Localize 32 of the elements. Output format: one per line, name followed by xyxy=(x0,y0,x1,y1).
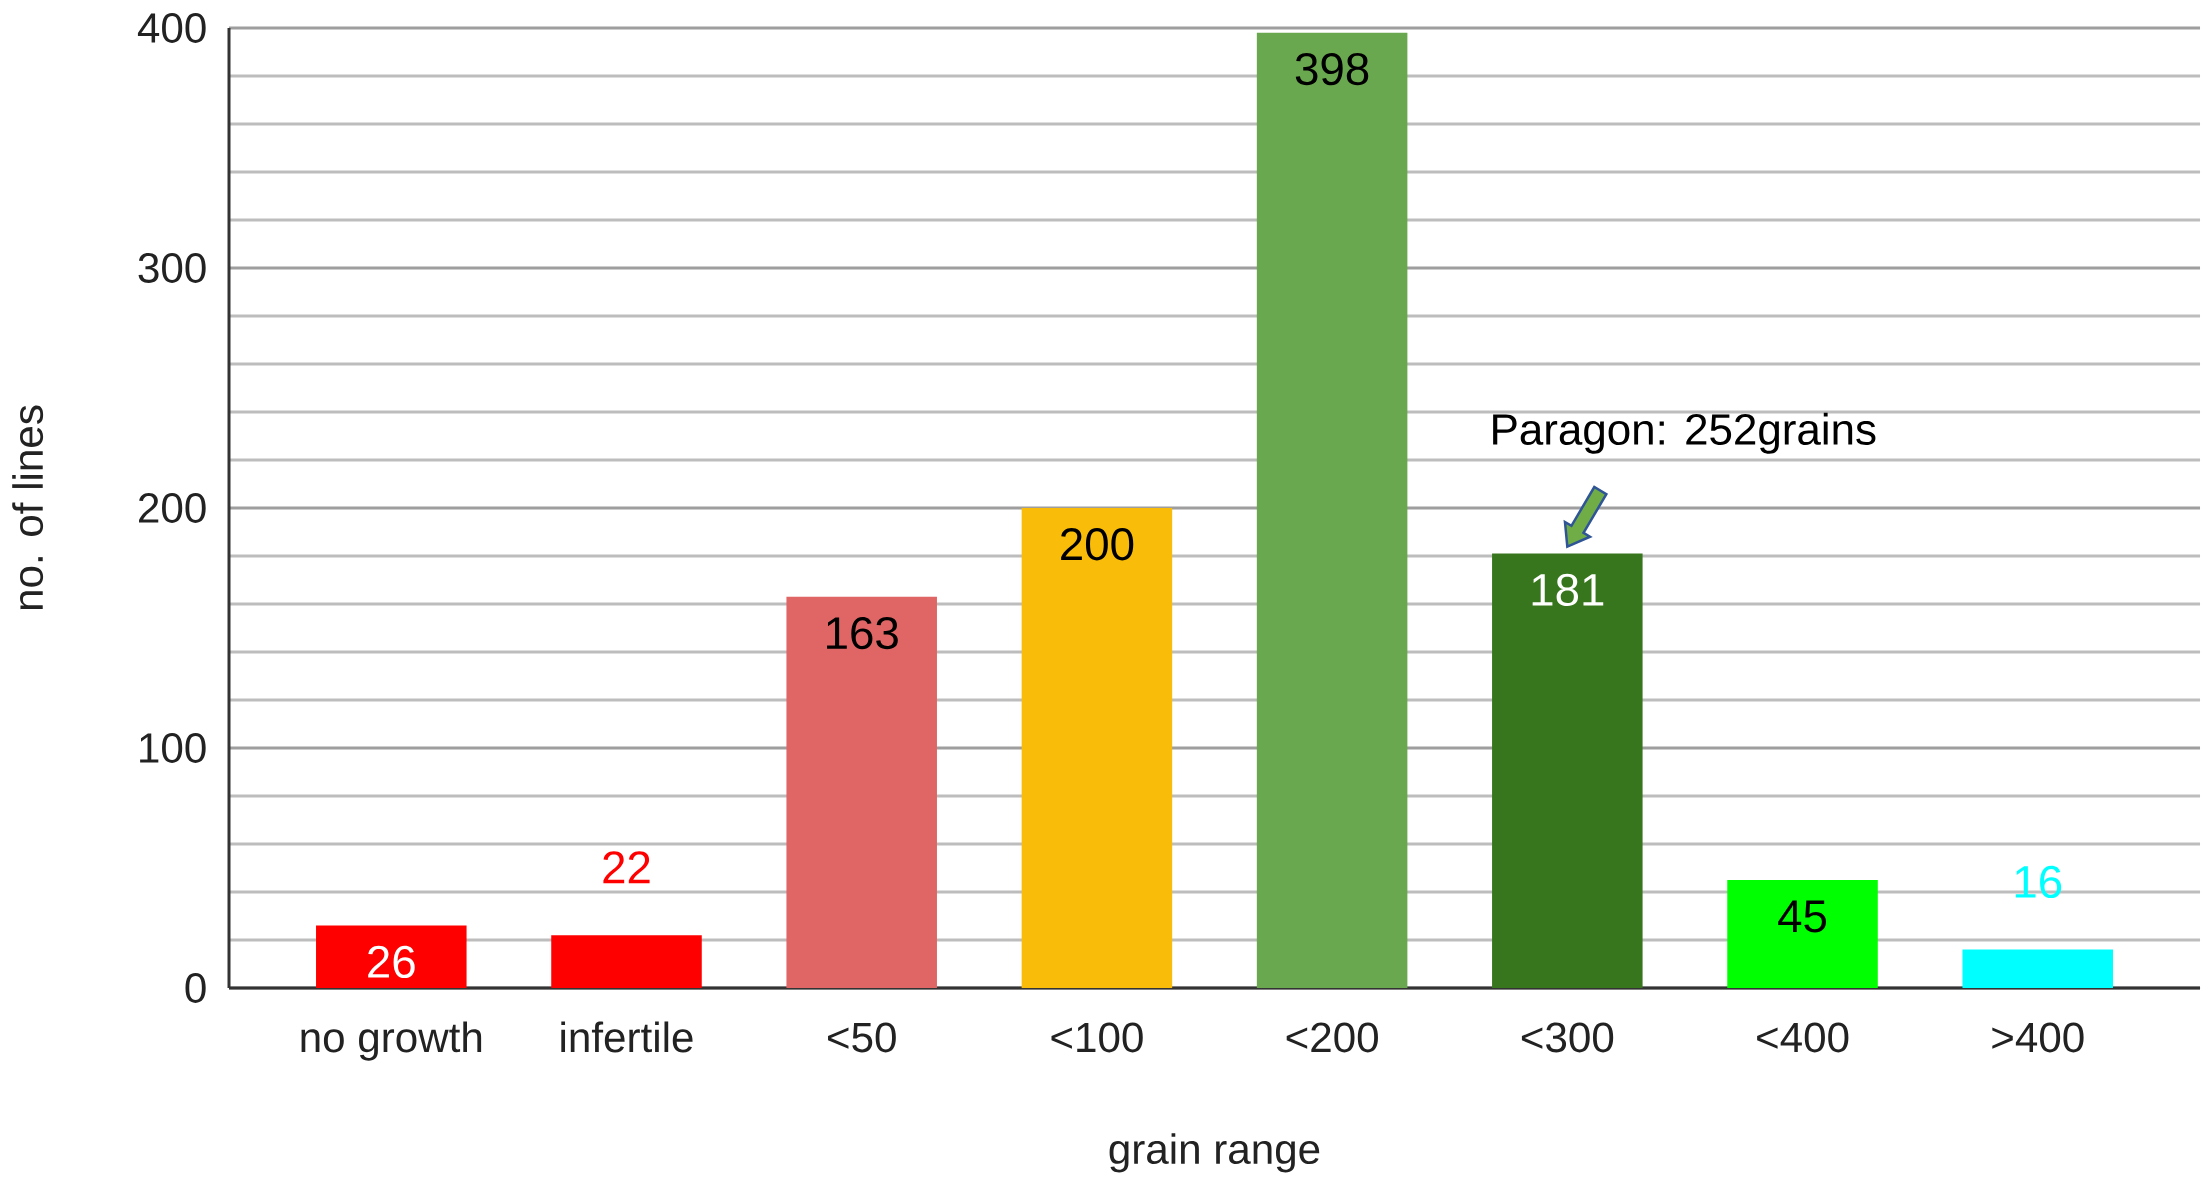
x-tick-label: <200 xyxy=(1286,1022,1378,1053)
y-axis-title: no. of lines xyxy=(12,405,44,610)
bar xyxy=(1962,949,2113,989)
data-label: 26 xyxy=(368,945,415,979)
y-tick-label: 0 xyxy=(185,973,206,1003)
bar xyxy=(786,596,937,989)
x-tick-label: >400 xyxy=(1992,1022,2084,1053)
x-tick-label: no growth xyxy=(301,1021,482,1061)
x-tick-label: <100 xyxy=(1051,1022,1143,1053)
y-tick-label: 300 xyxy=(138,253,206,283)
x-tick-label: <300 xyxy=(1521,1022,1614,1053)
y-tick-label: 200 xyxy=(139,493,206,523)
x-tick-label: <50 xyxy=(828,1022,896,1053)
bar xyxy=(1727,880,1878,989)
x-tick-label: infertile xyxy=(561,1021,693,1053)
y-tick-label: 400 xyxy=(137,13,206,43)
bar xyxy=(551,935,702,989)
y-tick-label: 100 xyxy=(140,733,206,763)
data-label: 163 xyxy=(827,616,898,650)
annotation: Paragon: 252grains xyxy=(1493,412,1876,454)
bar xyxy=(1492,553,1643,989)
data-label: 45 xyxy=(1778,900,1826,933)
data-label: 16 xyxy=(2015,865,2062,899)
data-label: 181 xyxy=(1532,573,1604,607)
x-tick-label: <400 xyxy=(1757,1022,1849,1053)
bar xyxy=(1256,32,1408,989)
bar xyxy=(316,925,467,989)
data-label: 200 xyxy=(1061,528,1134,561)
data-label: 22 xyxy=(603,851,650,884)
bar xyxy=(1021,508,1173,989)
data-label: 398 xyxy=(1295,52,1369,86)
x-axis-title: grain range xyxy=(1109,1133,1320,1173)
